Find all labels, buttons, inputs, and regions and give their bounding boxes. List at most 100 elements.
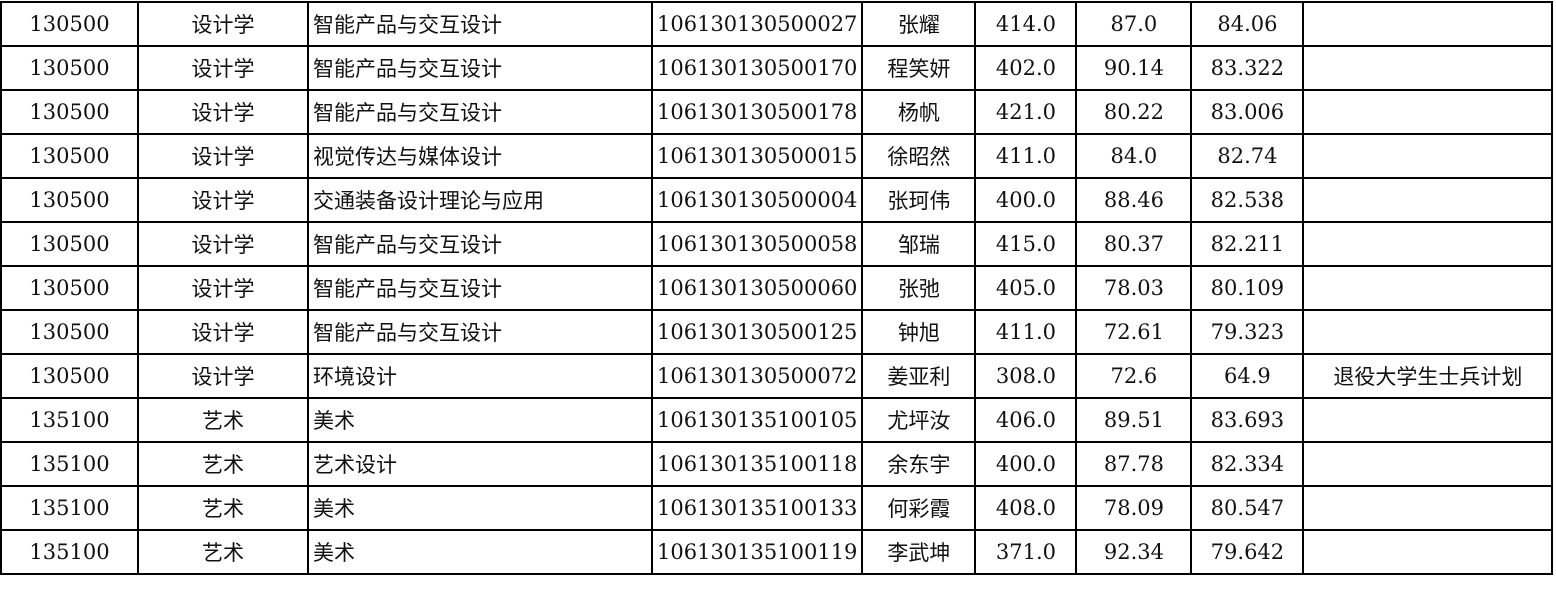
research-direction-cell: 交通装备设计理论与应用 bbox=[307, 177, 653, 223]
candidate-id-cell: 106130135100118 bbox=[650, 441, 864, 487]
major-name-cell: 设计学 bbox=[137, 45, 309, 91]
candidate-name-cell: 张珂伟 bbox=[861, 177, 977, 223]
candidate-name-cell: 姜亚利 bbox=[861, 353, 977, 399]
table-row: 135100 艺术 艺术设计 106130135100118 余东宇 400.0 87.78… bbox=[0, 441, 1554, 487]
major-code-cell: 130500 bbox=[0, 309, 139, 355]
initial-score-cell: 414.0 bbox=[974, 1, 1078, 47]
initial-score-cell: 421.0 bbox=[974, 89, 1078, 135]
major-code-cell: 130500 bbox=[0, 265, 139, 311]
remark-cell bbox=[1302, 309, 1554, 355]
candidate-name-cell: 尤坪汝 bbox=[861, 397, 977, 443]
major-name-cell: 设计学 bbox=[137, 1, 309, 47]
candidate-id-cell: 106130130500170 bbox=[650, 45, 864, 91]
major-code-cell: 130500 bbox=[0, 89, 139, 135]
initial-score-cell: 406.0 bbox=[974, 397, 1078, 443]
initial-score-cell: 408.0 bbox=[974, 485, 1078, 531]
table-row: 130500 设计学 智能产品与交互设计 106130130500058 邹瑞 415.0… bbox=[0, 221, 1554, 267]
research-direction-cell: 美术 bbox=[307, 529, 653, 575]
total-score-cell: 83.693 bbox=[1190, 397, 1305, 443]
research-direction-cell: 美术 bbox=[307, 485, 653, 531]
total-score-cell: 83.322 bbox=[1190, 45, 1305, 91]
table-row: 130500 设计学 交通装备设计理论与应用 106130130500004 张珂伟 40… bbox=[0, 177, 1554, 223]
retest-score-cell: 87.0 bbox=[1075, 1, 1193, 47]
candidate-id-cell: 106130135100133 bbox=[650, 485, 864, 531]
remark-cell: 退役大学生士兵计划 bbox=[1302, 353, 1554, 399]
major-name-cell: 设计学 bbox=[137, 309, 309, 355]
table-row: 130500 设计学 智能产品与交互设计 106130130500178 杨帆 421.0… bbox=[0, 89, 1554, 135]
retest-score-cell: 72.61 bbox=[1075, 309, 1193, 355]
research-direction-cell: 智能产品与交互设计 bbox=[307, 221, 653, 267]
initial-score-cell: 308.0 bbox=[974, 353, 1078, 399]
table-row: 130500 设计学 智能产品与交互设计 106130130500170 程笑妍 402.… bbox=[0, 45, 1554, 91]
candidate-name-cell: 程笑妍 bbox=[861, 45, 977, 91]
retest-score-cell: 84.0 bbox=[1075, 133, 1193, 179]
total-score-cell: 82.74 bbox=[1190, 133, 1305, 179]
table-row: 130500 设计学 智能产品与交互设计 106130130500125 钟旭 411.0… bbox=[0, 309, 1554, 355]
remark-cell bbox=[1302, 265, 1554, 311]
major-code-cell: 130500 bbox=[0, 221, 139, 267]
research-direction-cell: 视觉传达与媒体设计 bbox=[307, 133, 653, 179]
candidate-id-cell: 106130130500027 bbox=[650, 1, 864, 47]
major-code-cell: 135100 bbox=[0, 485, 139, 531]
candidate-id-cell: 106130130500058 bbox=[650, 221, 864, 267]
remark-cell bbox=[1302, 133, 1554, 179]
research-direction-cell: 智能产品与交互设计 bbox=[307, 45, 653, 91]
major-code-cell: 130500 bbox=[0, 133, 139, 179]
remark-cell bbox=[1302, 221, 1554, 267]
total-score-cell: 83.006 bbox=[1190, 89, 1305, 135]
table-row: 135100 艺术 美术 106130135100133 何彩霞 408.0 78.09 80… bbox=[0, 485, 1554, 531]
research-direction-cell: 智能产品与交互设计 bbox=[307, 309, 653, 355]
major-code-cell: 130500 bbox=[0, 1, 139, 47]
initial-score-cell: 415.0 bbox=[974, 221, 1078, 267]
retest-score-cell: 92.34 bbox=[1075, 529, 1193, 575]
candidate-id-cell: 106130135100119 bbox=[650, 529, 864, 575]
remark-cell bbox=[1302, 441, 1554, 487]
total-score-cell: 84.06 bbox=[1190, 1, 1305, 47]
candidate-id-cell: 106130130500072 bbox=[650, 353, 864, 399]
remark-cell bbox=[1302, 529, 1554, 575]
major-name-cell: 艺术 bbox=[137, 441, 309, 487]
candidate-name-cell: 杨帆 bbox=[861, 89, 977, 135]
candidate-id-cell: 106130130500060 bbox=[650, 265, 864, 311]
major-name-cell: 设计学 bbox=[137, 265, 309, 311]
candidate-name-cell: 钟旭 bbox=[861, 309, 977, 355]
candidate-name-cell: 张弛 bbox=[861, 265, 977, 311]
initial-score-cell: 400.0 bbox=[974, 177, 1078, 223]
candidate-id-cell: 106130130500125 bbox=[650, 309, 864, 355]
major-code-cell: 130500 bbox=[0, 177, 139, 223]
table-row: 130500 设计学 智能产品与交互设计 106130130500027 张耀 414.0… bbox=[0, 1, 1554, 47]
retest-score-cell: 88.46 bbox=[1075, 177, 1193, 223]
admission-table: 130500 设计学 智能产品与交互设计 106130130500027 张耀 414.0… bbox=[0, 1, 1554, 575]
retest-score-cell: 89.51 bbox=[1075, 397, 1193, 443]
retest-score-cell: 80.37 bbox=[1075, 221, 1193, 267]
retest-score-cell: 72.6 bbox=[1075, 353, 1193, 399]
total-score-cell: 80.109 bbox=[1190, 265, 1305, 311]
candidate-name-cell: 邹瑞 bbox=[861, 221, 977, 267]
remark-cell bbox=[1302, 485, 1554, 531]
major-code-cell: 130500 bbox=[0, 353, 139, 399]
total-score-cell: 79.642 bbox=[1190, 529, 1305, 575]
major-name-cell: 设计学 bbox=[137, 221, 309, 267]
initial-score-cell: 411.0 bbox=[974, 309, 1078, 355]
major-code-cell: 135100 bbox=[0, 529, 139, 575]
retest-score-cell: 78.09 bbox=[1075, 485, 1193, 531]
total-score-cell: 79.323 bbox=[1190, 309, 1305, 355]
total-score-cell: 82.538 bbox=[1190, 177, 1305, 223]
candidate-name-cell: 余东宇 bbox=[861, 441, 977, 487]
table-row: 135100 艺术 美术 106130135100105 尤坪汝 406.0 89.51 83… bbox=[0, 397, 1554, 443]
candidate-name-cell: 李武坤 bbox=[861, 529, 977, 575]
initial-score-cell: 400.0 bbox=[974, 441, 1078, 487]
remark-cell bbox=[1302, 1, 1554, 47]
table-body: 130500 设计学 智能产品与交互设计 106130130500027 张耀 414.0… bbox=[0, 1, 1554, 575]
candidate-id-cell: 106130135100105 bbox=[650, 397, 864, 443]
major-name-cell: 艺术 bbox=[137, 397, 309, 443]
table-row: 130500 设计学 智能产品与交互设计 106130130500060 张弛 405.0… bbox=[0, 265, 1554, 311]
remark-cell bbox=[1302, 177, 1554, 223]
candidate-id-cell: 106130130500015 bbox=[650, 133, 864, 179]
total-score-cell: 82.334 bbox=[1190, 441, 1305, 487]
candidate-id-cell: 106130130500178 bbox=[650, 89, 864, 135]
major-name-cell: 设计学 bbox=[137, 89, 309, 135]
research-direction-cell: 智能产品与交互设计 bbox=[307, 265, 653, 311]
candidate-name-cell: 徐昭然 bbox=[861, 133, 977, 179]
table-row: 130500 设计学 视觉传达与媒体设计 106130130500015 徐昭然 411.… bbox=[0, 133, 1554, 179]
